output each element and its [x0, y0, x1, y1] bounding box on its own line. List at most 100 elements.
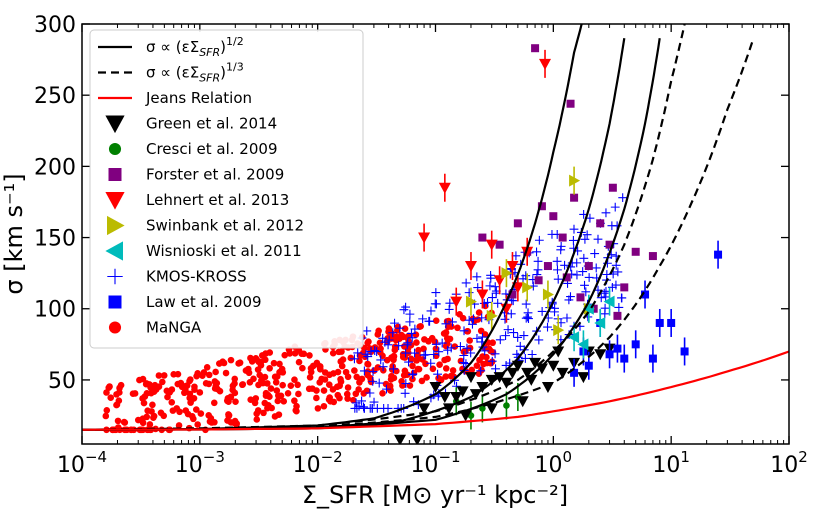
data-point	[245, 365, 252, 373]
data-point	[578, 267, 588, 276]
data-point	[464, 315, 474, 325]
data-point	[175, 422, 183, 429]
data-point	[139, 415, 147, 422]
data-point	[490, 349, 500, 359]
data-point	[194, 421, 201, 428]
data-point	[569, 174, 581, 187]
data-point	[190, 415, 197, 423]
data-point	[523, 312, 533, 322]
data-point	[581, 287, 591, 297]
data-point	[291, 350, 299, 357]
data-point	[271, 413, 279, 420]
data-point	[495, 335, 505, 345]
data-point	[160, 412, 168, 420]
legend-label: Law et al. 2009	[146, 293, 262, 311]
legend-marker	[105, 115, 125, 134]
data-point	[422, 360, 429, 368]
data-point	[353, 348, 363, 358]
data-point	[543, 262, 552, 271]
data-point	[361, 349, 371, 359]
data-point	[426, 358, 436, 368]
data-point	[547, 360, 560, 372]
data-point	[414, 365, 422, 373]
data-point	[556, 367, 569, 379]
data-point	[164, 393, 171, 401]
data-point	[403, 371, 411, 378]
data-point	[436, 361, 443, 368]
data-point	[610, 202, 620, 212]
data-point	[440, 330, 448, 337]
data-point	[231, 375, 239, 383]
data-point	[352, 404, 362, 413]
data-point	[385, 325, 393, 332]
data-point	[532, 247, 541, 257]
data-point	[368, 376, 378, 386]
data-point	[437, 338, 447, 348]
data-point	[511, 360, 524, 372]
data-point	[459, 351, 469, 360]
data-point	[509, 328, 518, 337]
data-point	[335, 348, 343, 356]
data-point	[320, 387, 328, 394]
data-point	[382, 380, 390, 388]
data-point	[487, 293, 497, 302]
data-point	[461, 278, 471, 288]
data-point	[351, 367, 358, 374]
data-point	[186, 376, 194, 383]
data-point	[189, 395, 197, 402]
data-point	[376, 355, 386, 365]
data-point	[359, 366, 369, 376]
data-point	[506, 309, 516, 319]
data-point	[495, 240, 504, 249]
data-point	[475, 370, 483, 377]
data-point	[521, 299, 531, 309]
data-point	[358, 375, 366, 383]
data-point	[521, 246, 534, 258]
data-point	[520, 354, 530, 363]
data-point	[379, 390, 386, 397]
data-point	[448, 317, 457, 327]
legend-item: Cresci et al. 2009	[108, 140, 277, 158]
data-point	[466, 348, 476, 358]
data-point	[275, 392, 282, 399]
data-point	[106, 383, 113, 390]
data-point	[503, 402, 510, 409]
data-point	[607, 282, 617, 292]
legend-label: Lehnert et al. 2013	[146, 191, 289, 209]
y-tick-label: 150	[34, 227, 76, 252]
data-point	[539, 58, 552, 70]
data-point	[382, 384, 391, 394]
data-point	[139, 395, 146, 402]
data-point	[260, 409, 267, 417]
data-point	[450, 392, 463, 404]
data-point	[648, 354, 657, 363]
legend-box	[89, 29, 364, 349]
data-point	[265, 402, 272, 409]
legend-marker	[108, 168, 122, 181]
x-tick-label: 100	[535, 448, 573, 478]
data-point	[611, 280, 621, 290]
data-point	[449, 367, 457, 374]
data-point	[418, 232, 431, 244]
data-point	[376, 339, 384, 347]
data-point	[344, 384, 352, 391]
data-point	[648, 252, 657, 261]
x-tick-label: 101	[652, 448, 690, 478]
data-point	[441, 356, 448, 364]
data-point	[579, 253, 589, 263]
data-point	[489, 339, 496, 347]
legend-item: Green et al. 2014	[105, 115, 277, 134]
legend-label: MaNGA	[146, 319, 202, 337]
x-tick-label: 10−1	[410, 448, 460, 478]
data-point	[714, 250, 723, 259]
data-point	[146, 421, 154, 428]
data-point	[550, 303, 559, 313]
data-point	[584, 262, 593, 271]
data-point	[534, 235, 544, 245]
data-point	[330, 398, 338, 406]
data-point	[314, 405, 322, 412]
data-point	[405, 309, 415, 319]
data-point	[270, 359, 278, 367]
data-point	[521, 313, 531, 323]
data-point	[432, 317, 440, 324]
